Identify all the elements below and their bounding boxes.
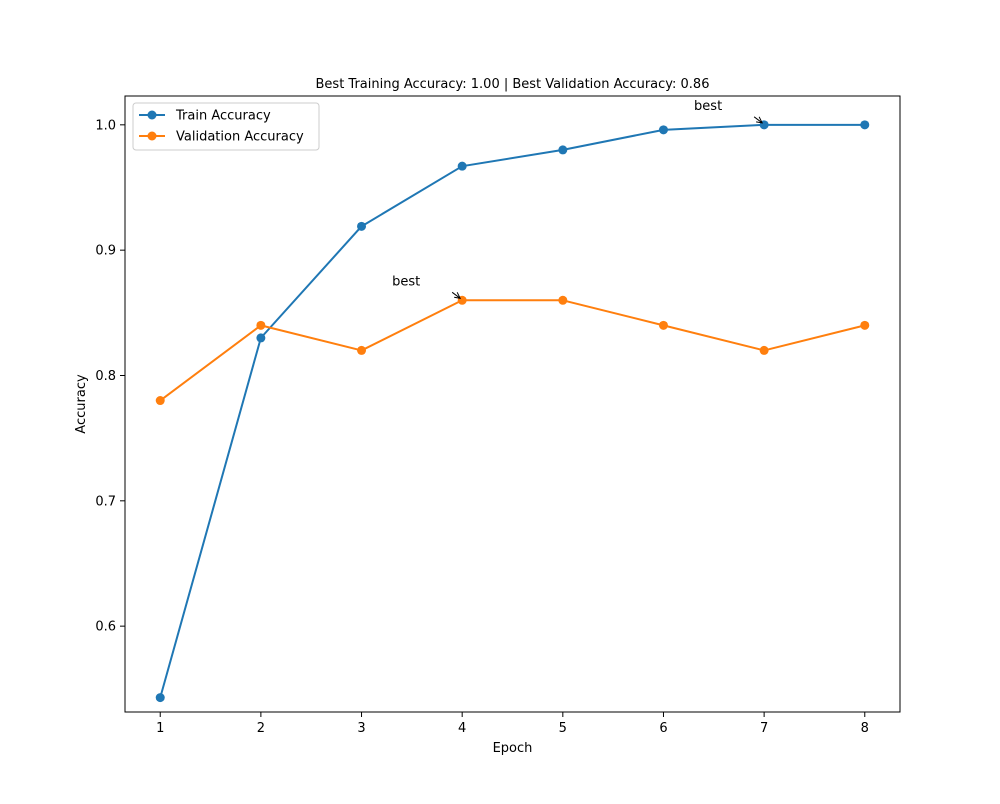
data-point: [658, 320, 668, 330]
data-point: [256, 333, 266, 343]
x-tick-label: 6: [659, 721, 667, 736]
series-line: [159, 123, 865, 698]
x-tick-label: 7: [760, 721, 768, 736]
data-point: [860, 120, 870, 130]
legend-swatch-marker: [147, 131, 157, 141]
y-axis-label: Accuracy: [74, 374, 89, 434]
data-point: [860, 320, 870, 330]
data-point: [357, 221, 367, 231]
data-point: [759, 345, 769, 355]
x-tick-label: 5: [559, 721, 567, 736]
x-tick-label: 1: [156, 721, 164, 736]
data-point: [357, 345, 367, 355]
legend-swatch-marker: [147, 110, 157, 120]
chart-title: Best Training Accuracy: 1.00 | Best Vali…: [316, 77, 710, 92]
data-point: [558, 295, 568, 305]
y-tick-label: 1.0: [95, 118, 116, 133]
series-line: [159, 299, 866, 402]
annotation-arrowhead: [454, 292, 462, 299]
annotation-arrow: [451, 291, 461, 299]
y-tick-label: 0.7: [95, 494, 116, 509]
plot-area: [155, 120, 870, 703]
legend-label: Train Accuracy: [175, 109, 271, 124]
annotation-label: best: [392, 274, 420, 289]
legend: Train Accuracy Validation Accuracy: [132, 102, 320, 151]
data-point: [256, 320, 266, 330]
data-point: [558, 145, 568, 155]
annotation-label: best: [694, 99, 722, 114]
x-tick-label: 8: [861, 721, 869, 736]
legend-label: Validation Accuracy: [176, 130, 304, 145]
data-point: [457, 161, 467, 171]
data-point: [155, 693, 165, 703]
x-tick-label: 3: [357, 721, 365, 736]
x-axis-label: Epoch: [493, 741, 533, 756]
annotation-arrow: [753, 116, 763, 124]
annotation-arrowhead: [756, 116, 764, 124]
series-validation-accuracy: [155, 295, 870, 406]
data-point: [658, 125, 668, 135]
series-train-accuracy: [155, 120, 870, 703]
plot-frame: [124, 95, 901, 713]
y-tick-label: 0.8: [95, 369, 116, 384]
y-tick-label: 0.9: [95, 244, 116, 259]
y-tick-label: 0.6: [95, 620, 116, 635]
data-point: [155, 396, 165, 406]
x-tick-label: 2: [257, 721, 265, 736]
legend-frame: [132, 102, 320, 151]
x-tick-label: 4: [458, 721, 466, 736]
